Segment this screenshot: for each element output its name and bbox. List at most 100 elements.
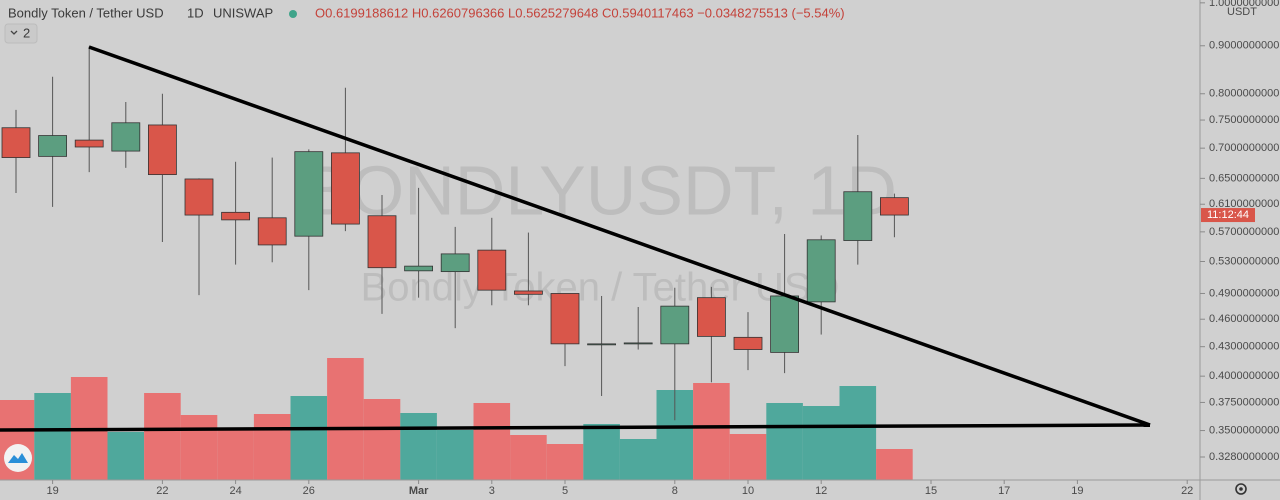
y-tick-label: 0.4000000000	[1209, 370, 1279, 382]
candle-body	[697, 297, 726, 337]
header: Bondly Token / Tether USD 1D UNISWAP O0.…	[4, 5, 845, 44]
y-tick-label: 0.8000000000	[1209, 88, 1279, 100]
x-tick-label: 24	[229, 485, 241, 497]
watermark-symbol: BONDLYUSDT, 1D	[303, 151, 897, 229]
candle-body	[514, 290, 543, 295]
volume-bar	[473, 403, 511, 480]
logo-circle[interactable]	[4, 444, 32, 472]
candle-body	[880, 197, 909, 216]
candle-body	[550, 293, 580, 345]
y-tick-label: 0.7000000000	[1209, 142, 1279, 154]
volume-bar	[363, 399, 401, 480]
candle-body	[404, 265, 434, 272]
candle-layer	[1, 46, 909, 421]
x-tick-label: 15	[925, 485, 937, 497]
logo-icon	[8, 453, 28, 463]
settings-button[interactable]	[1235, 483, 1247, 495]
candle-body	[806, 239, 836, 303]
status-dot	[289, 10, 297, 18]
y-tick-label: 0.4300000000	[1209, 341, 1279, 353]
candle-body	[330, 152, 360, 225]
x-tick-label: 17	[998, 485, 1010, 497]
volume-bar	[400, 413, 437, 480]
x-tick-label: Mar	[409, 485, 429, 497]
countdown: 11:12:44	[1207, 209, 1249, 221]
volume-bar	[693, 383, 730, 480]
x-tick-label: 22	[156, 485, 168, 497]
candle-body	[770, 295, 799, 353]
y-tick-label: 1.0000000000	[1209, 0, 1279, 9]
interval[interactable]: 1D	[187, 5, 204, 20]
candle-body	[257, 217, 287, 246]
y-tick-label: 0.5300000000	[1209, 255, 1279, 267]
candle-body	[147, 124, 177, 176]
y-tick-label: 0.4900000000	[1209, 287, 1279, 299]
y-tick-label: 0.5700000000	[1209, 226, 1279, 238]
x-tick-label: 8	[672, 485, 678, 497]
x-tick-label: 19	[1071, 485, 1083, 497]
exchange: UNISWAP	[213, 5, 273, 20]
candle-body	[660, 305, 690, 345]
candle-body	[38, 135, 67, 157]
y-tick-label: 0.9000000000	[1209, 40, 1279, 52]
candle-body	[623, 342, 653, 345]
x-tick-label: 19	[46, 485, 58, 497]
volume-bar	[436, 430, 474, 480]
volume-bar	[107, 432, 145, 480]
chevron-icon	[10, 30, 18, 35]
x-tick-label: 12	[815, 485, 827, 497]
volume-bar	[583, 424, 620, 480]
currency-label: USDT	[1227, 6, 1257, 18]
y-tick-label: 0.3500000000	[1209, 424, 1279, 436]
x-tick-label: 5	[562, 485, 568, 497]
candle-body	[440, 253, 470, 273]
candle-body	[843, 191, 873, 241]
volume-bar	[253, 414, 291, 480]
candle-body	[221, 211, 251, 221]
x-tick-label: 26	[303, 485, 315, 497]
x-tick-label: 22	[1181, 485, 1193, 497]
volume-bar	[802, 406, 840, 480]
volume-bar	[290, 396, 328, 480]
volume-bar	[766, 403, 803, 480]
volume-bar	[144, 393, 181, 480]
y-tick-label: 0.4600000000	[1209, 313, 1279, 325]
x-axis: 19 22 24 26 Mar 3 5 8 10 12 15 17 19 22	[46, 480, 1193, 497]
logo[interactable]	[4, 444, 32, 472]
volume-bar	[327, 358, 364, 480]
countdown-bg	[1201, 208, 1255, 223]
indicator-count: 2	[23, 25, 30, 40]
candle-body	[477, 249, 507, 291]
support-line	[0, 423, 1151, 432]
volume-bar	[546, 444, 584, 480]
y-tick-label: 0.3750000000	[1209, 396, 1279, 408]
candle-body	[1, 127, 31, 158]
indicator-toggle[interactable]	[4, 23, 38, 44]
y-tick-label: 0.6100000000	[1209, 198, 1279, 210]
candle-body	[294, 151, 324, 237]
symbol-title[interactable]: Bondly Token / Tether USD	[8, 5, 164, 20]
x-tick-label: 3	[489, 485, 495, 497]
candle-body	[111, 122, 141, 152]
y-tick-label: 0.7500000000	[1209, 114, 1279, 126]
candle-body	[733, 336, 763, 350]
volume-bar	[839, 386, 877, 480]
price-tag: 11:12:44	[1201, 208, 1255, 223]
volume-bar	[34, 393, 71, 480]
x-tick-label: 10	[742, 485, 754, 497]
gear-icon[interactable]	[1235, 483, 1247, 495]
y-tick-label: 0.6500000000	[1209, 172, 1279, 184]
y-axis: 1.0000000000 0.9000000000 0.8000000000 0.75…	[1200, 0, 1279, 463]
ohlc-legend: O0.6199188612 H0.6260796366 L0.562527964…	[315, 5, 845, 20]
volume-bar	[217, 430, 254, 480]
volume-bar	[619, 439, 657, 480]
volume-bar	[510, 435, 547, 480]
volume-bar	[729, 434, 767, 480]
y-tick-label: 0.3280000000	[1209, 451, 1279, 463]
trend-line	[88, 45, 1151, 427]
drawings	[0, 45, 1151, 432]
candle-body	[367, 215, 397, 269]
candle-body	[74, 139, 104, 148]
candle-body	[587, 343, 616, 346]
